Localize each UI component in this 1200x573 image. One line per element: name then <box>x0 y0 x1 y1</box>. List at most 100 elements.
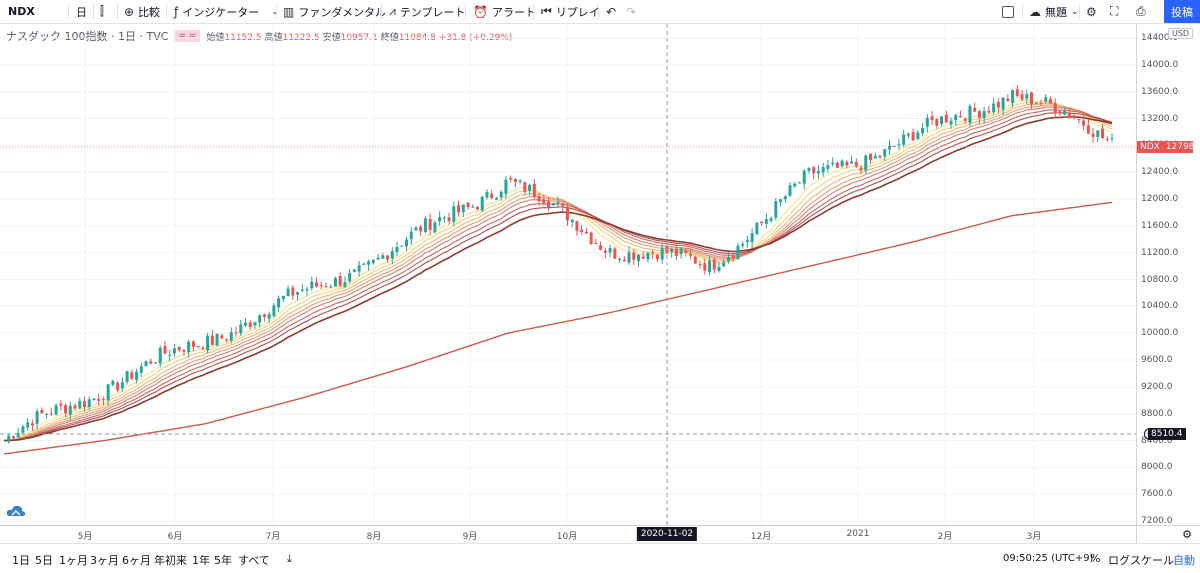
candle <box>191 340 195 352</box>
candle <box>125 370 129 385</box>
price-tick: 8000.0 <box>1141 462 1173 473</box>
candle <box>1096 130 1100 143</box>
candle <box>428 213 432 236</box>
range-button[interactable]: 3ヶ月 <box>90 554 119 567</box>
candle <box>54 403 58 416</box>
price-tick: 13600.0 <box>1141 86 1179 97</box>
range-button[interactable]: 5年 <box>214 554 232 567</box>
axis-settings-button[interactable]: ⚙ <box>1136 525 1200 543</box>
time-tick: 6月 <box>167 532 183 542</box>
time-tick: 9月 <box>462 532 478 542</box>
last-price-symbol: NDX <box>1137 142 1163 152</box>
candle <box>16 427 20 438</box>
candle <box>281 295 285 303</box>
candle <box>646 252 650 263</box>
candle <box>869 153 873 164</box>
candle <box>92 398 96 401</box>
settings-button[interactable]: ⚙ <box>1086 0 1097 23</box>
candle <box>101 396 105 406</box>
gear-icon: ⚙ <box>1182 528 1192 541</box>
interval-button[interactable]: 日 <box>76 0 87 23</box>
clock[interactable]: 09:50:25 (UTC+9) <box>1003 553 1094 564</box>
range-button[interactable]: 1ヶ月 <box>59 554 88 567</box>
candle <box>570 218 574 227</box>
candle <box>30 419 34 431</box>
candle <box>404 236 408 251</box>
candle <box>906 132 910 139</box>
crosshair-price-tag: 8510.4 <box>1148 428 1186 440</box>
candle <box>788 181 792 198</box>
select-checkbox[interactable] <box>1002 0 1014 23</box>
fullscreen-button[interactable]: ⛶ <box>1110 0 1118 23</box>
candle <box>897 139 901 150</box>
auto-scale-button[interactable]: 自動 <box>1173 554 1195 567</box>
candle <box>987 105 991 115</box>
log-scale-button[interactable]: ログスケール <box>1108 554 1174 567</box>
candle <box>622 256 626 262</box>
fundamentals-button[interactable]: ▥ ファンダメンタル <box>283 0 386 23</box>
candle <box>670 247 674 258</box>
snapshot-button[interactable]: ⎙ <box>1136 0 1146 23</box>
cloud-logo-icon[interactable] <box>6 504 26 518</box>
candle <box>243 318 247 328</box>
replay-button[interactable]: ⏮ リプレイ <box>541 0 600 23</box>
undo-button[interactable]: ↶ <box>606 0 616 23</box>
candle <box>774 197 778 221</box>
candle <box>973 102 977 112</box>
range-button[interactable]: 年初来 <box>154 554 187 567</box>
range-button[interactable]: 5日 <box>35 554 53 567</box>
candle <box>1039 99 1043 107</box>
range-button[interactable]: すべて <box>238 554 270 567</box>
candle <box>447 212 451 225</box>
legend-title[interactable]: ナスダック 100指数 · 1日 · TVC <box>6 30 169 43</box>
symbol-search[interactable]: NDX <box>8 0 35 23</box>
candle <box>305 286 309 296</box>
chevron-down-icon: ⌄ <box>271 6 279 17</box>
legend-badge[interactable]: = = <box>174 30 201 42</box>
price-chart[interactable] <box>0 24 1136 525</box>
range-button[interactable]: 1年 <box>192 554 210 567</box>
indicators-button[interactable]: ƒ インジケーター ⌄ <box>174 0 279 23</box>
candle <box>310 276 314 291</box>
candle <box>381 252 385 260</box>
layout-menu[interactable]: ☁ 無題 ⌄ <box>1029 0 1079 23</box>
candle <box>442 215 446 223</box>
candle <box>196 346 200 348</box>
post-button[interactable]: 投稿 <box>1164 0 1200 23</box>
range-button[interactable]: 1日 <box>12 554 30 567</box>
candle <box>499 190 503 201</box>
candle <box>826 159 830 173</box>
candle <box>712 256 716 274</box>
candle <box>423 216 427 234</box>
candle <box>1077 119 1081 124</box>
candle <box>528 183 532 196</box>
templates-button[interactable]: ⩘ テンプレート <box>389 0 465 23</box>
candle <box>376 254 380 261</box>
compare-button[interactable]: ⊕ 比較 <box>124 0 160 23</box>
candle <box>343 276 347 289</box>
candle <box>362 263 366 266</box>
candle <box>300 283 304 293</box>
candle <box>977 109 981 124</box>
chart-type-button[interactable]: ⫿ <box>100 0 104 23</box>
candle <box>338 272 342 288</box>
candle <box>684 248 688 257</box>
candle <box>82 396 86 412</box>
candle <box>1058 110 1062 117</box>
percent-button[interactable]: % <box>1090 552 1101 565</box>
range-button[interactable]: 6ヶ月 <box>122 554 151 567</box>
candle <box>1025 89 1029 105</box>
candle <box>319 281 323 290</box>
candle <box>513 178 517 188</box>
checkbox-icon <box>1002 5 1014 18</box>
candle <box>703 258 707 275</box>
time-axis[interactable]: 5月 6月 7月 8月 9月 10月 12月 2021 2月 3月 2020-11-02 <box>0 525 1136 544</box>
redo-button[interactable]: ↷ <box>626 0 636 23</box>
goto-date-icon[interactable]: ⤓ <box>287 552 292 565</box>
candle <box>120 377 124 393</box>
price-axis[interactable]: 14400.014000.013600.013200.012800.012400… <box>1136 24 1200 526</box>
currency-chip[interactable]: USD <box>1168 28 1194 39</box>
fundamentals-label: ファンダメンタル <box>298 5 387 19</box>
alert-button[interactable]: ⏰ アラート <box>473 0 536 23</box>
candle <box>357 261 361 277</box>
